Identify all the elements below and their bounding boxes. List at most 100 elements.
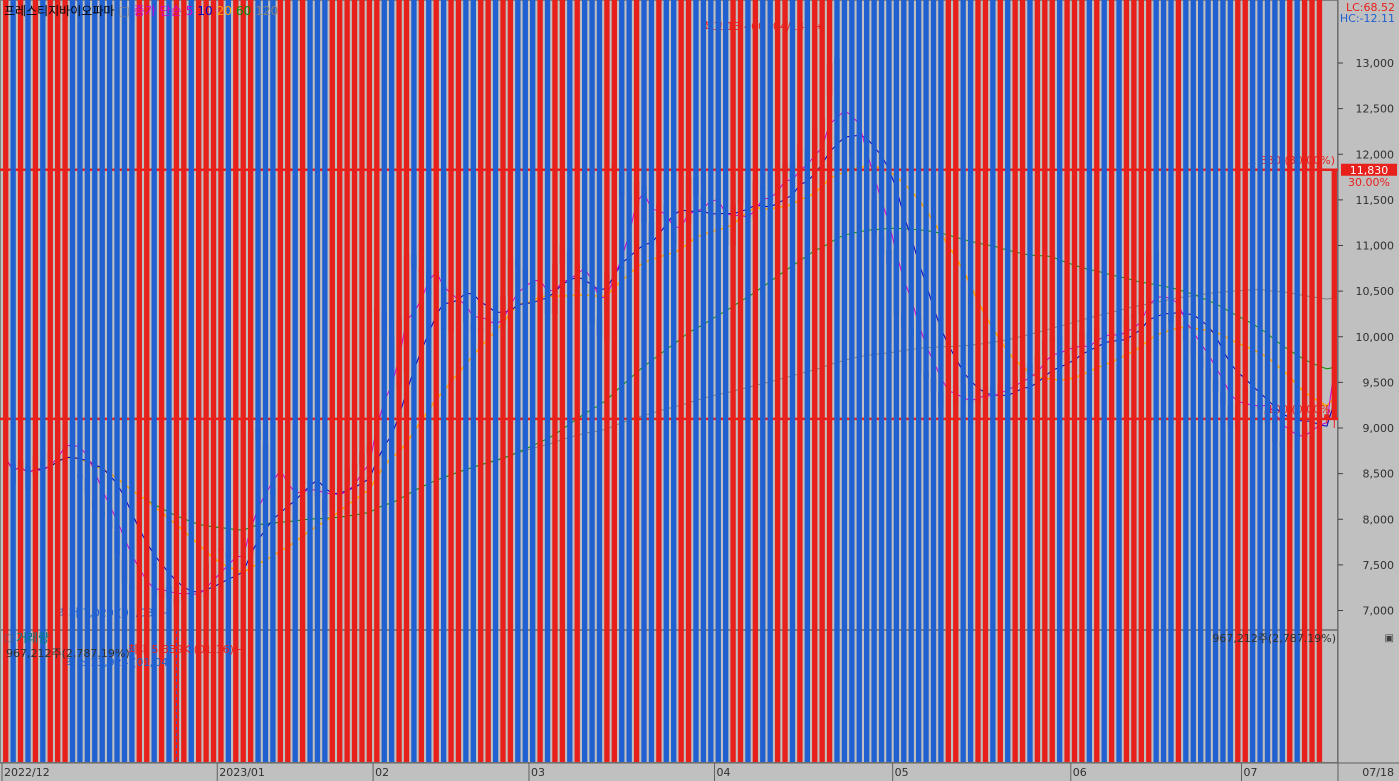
price-axis-label: 12,500 (1356, 103, 1395, 116)
volume-bar (1316, 0, 1323, 762)
volume-bar (17, 0, 24, 762)
volume-bar (819, 0, 825, 762)
volume-bar (693, 0, 699, 763)
ma-legend-icon: □ (118, 4, 130, 18)
volume-bar (500, 0, 506, 762)
volume-bar (871, 0, 877, 762)
price-axis-label: 10,500 (1356, 285, 1395, 298)
volume-bar (99, 0, 105, 762)
volume-bar (834, 0, 840, 762)
volume-bar (797, 0, 803, 763)
volume-bar (1198, 0, 1204, 762)
volume-bar (901, 0, 907, 762)
volume-bar (262, 0, 269, 762)
volume-bar (218, 0, 224, 763)
volume-bar (648, 0, 655, 763)
volume-bar (255, 0, 261, 763)
volume-bar (812, 0, 818, 762)
volume-bar (1153, 0, 1159, 763)
volume-bar (1227, 0, 1234, 762)
volume-bar (3, 0, 9, 762)
volume-bar (975, 0, 981, 763)
price-tag-box (1341, 163, 1397, 176)
volume-bar (715, 0, 721, 762)
date-axis-label: 05 (895, 766, 909, 779)
volume-bar (225, 0, 232, 762)
volume-min-annotation: 최소 13,924 (01/04) (66, 656, 172, 669)
volume-bar (1168, 0, 1174, 762)
volume-bar (864, 0, 870, 762)
price-axis-label: 11,000 (1356, 240, 1395, 253)
volume-bar (604, 0, 610, 762)
volume-bar (129, 0, 135, 762)
date-axis-label: 04 (717, 766, 731, 779)
volume-bar (158, 0, 165, 762)
volume-bar (25, 0, 31, 762)
volume-bar (745, 0, 751, 762)
volume-bar (69, 0, 76, 762)
volume-bar (136, 0, 142, 762)
volume-bar (62, 0, 68, 762)
volume-bar (455, 0, 462, 762)
volume-bar (893, 0, 900, 763)
volume-bar (314, 0, 321, 762)
price-axis-label: 12,000 (1356, 148, 1395, 161)
volume-bar (1019, 0, 1026, 762)
price-axis-label: 8,000 (1363, 513, 1395, 526)
volume-bar (596, 0, 603, 762)
volume-bar (1205, 0, 1211, 762)
volume-bar (1160, 0, 1167, 762)
price-axis-label: 7,000 (1363, 605, 1395, 618)
volume-bar (203, 0, 209, 762)
volume-bar (1301, 0, 1308, 762)
volume-bar (878, 0, 885, 762)
volume-panel-icon: ▣ (1385, 633, 1394, 644)
volume-bar (1042, 0, 1048, 762)
volume-bar (448, 0, 454, 762)
volume-bar (277, 0, 284, 762)
ma20-label: 20 (216, 4, 232, 18)
volume-bar (247, 0, 254, 762)
ma60-label: 60 (235, 4, 252, 18)
volume-bar (1086, 0, 1093, 763)
volume-bar (700, 0, 707, 762)
volume-bar (1131, 0, 1137, 762)
volume-bar (1190, 0, 1196, 762)
volume-bar (1279, 0, 1286, 762)
volume-bar (329, 0, 335, 762)
volume-bar (270, 0, 276, 762)
volume-bar (938, 0, 944, 762)
volume-bar (574, 0, 580, 762)
volume-bar (544, 0, 551, 762)
volume-bar (953, 0, 959, 762)
volume-bar (737, 0, 744, 762)
volume-bar (322, 0, 328, 762)
ma120-label: 120 (255, 4, 279, 18)
volume-bar (767, 0, 773, 763)
volume-bar (915, 0, 922, 763)
volume-bar (708, 0, 714, 762)
volume-bar (507, 0, 514, 762)
volume-bar (1012, 0, 1018, 762)
volume-bar (418, 0, 425, 762)
volume-bar (537, 0, 543, 762)
volume-bar (166, 0, 172, 763)
volume-bar (722, 0, 729, 762)
volume-bar (685, 0, 692, 762)
volume-bar (1138, 0, 1144, 762)
volume-bar (1220, 0, 1226, 762)
chart-header: 프레스티지바이오파마 □ 종가 단순 5 10 20 60 120 (4, 2, 282, 19)
volume-bar (671, 0, 677, 763)
volume-bar (1183, 0, 1189, 762)
volume-bar (10, 0, 16, 763)
ma5-label: 5 (185, 4, 194, 18)
volume-bar (930, 0, 937, 762)
volume-bar (374, 0, 380, 762)
volume-bar (1094, 0, 1100, 762)
ma-type-label: 종가 단순 (133, 4, 182, 18)
volume-bar (789, 0, 796, 762)
volume-bar (426, 0, 432, 762)
volume-bar (1123, 0, 1130, 763)
volume-bar (351, 0, 358, 762)
